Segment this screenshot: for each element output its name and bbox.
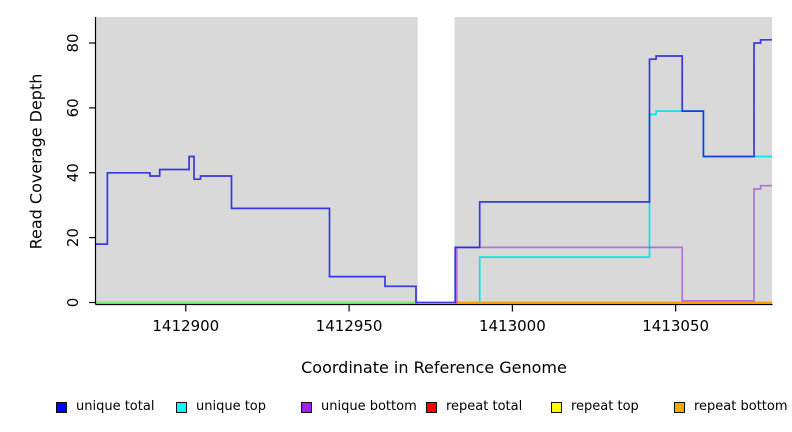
x-tick-label: 1413050	[642, 317, 709, 335]
legend-item-repeat-total: repeat total	[426, 398, 522, 416]
legend-item-unique-top: unique top	[176, 398, 266, 416]
unique-total-line	[96, 38, 772, 304]
legend-item-repeat-top: repeat top	[551, 398, 639, 416]
legend: unique total unique top unique bottom repea…	[0, 398, 792, 420]
legend-label: unique total	[76, 399, 155, 414]
legend-swatch-repeat-bottom	[674, 401, 685, 413]
coverage-chart: 0 20 40 60 80 1412900 1412950 1413000 1413050	[64, 17, 773, 335]
y-tick-label: 60	[64, 98, 82, 117]
legend-label: repeat top	[571, 399, 639, 414]
y-tick-label: 0	[64, 298, 82, 308]
y-axis-title: Read Coverage Depth	[26, 73, 46, 250]
masked-region	[417, 17, 455, 304]
legend-item-repeat-bottom: repeat bottom	[674, 398, 788, 416]
legend-item-unique-total: unique total	[56, 398, 154, 416]
legend-swatch-unique-total	[56, 401, 67, 413]
legend-swatch-unique-top	[176, 401, 187, 413]
y-tick-label: 80	[64, 33, 82, 52]
legend-item-unique-bottom: unique bottom	[301, 398, 417, 416]
x-tick-label: 1413000	[479, 317, 546, 335]
legend-label: repeat bottom	[694, 399, 788, 414]
legend-swatch-repeat-total	[426, 401, 437, 413]
y-tick-label: 20	[64, 228, 82, 247]
x-axis-title: Coordinate in Reference Genome	[301, 358, 567, 377]
legend-label: unique top	[196, 399, 267, 414]
legend-swatch-unique-bottom	[301, 401, 312, 413]
y-tick-label: 40	[64, 163, 82, 182]
x-tick-label: 1412950	[316, 317, 383, 335]
unique-bottom-line	[455, 184, 772, 304]
x-tick-label: 1412900	[152, 317, 219, 335]
legend-label: repeat total	[446, 399, 523, 414]
legend-label: unique bottom	[321, 399, 417, 414]
legend-swatch-repeat-top	[551, 401, 562, 413]
